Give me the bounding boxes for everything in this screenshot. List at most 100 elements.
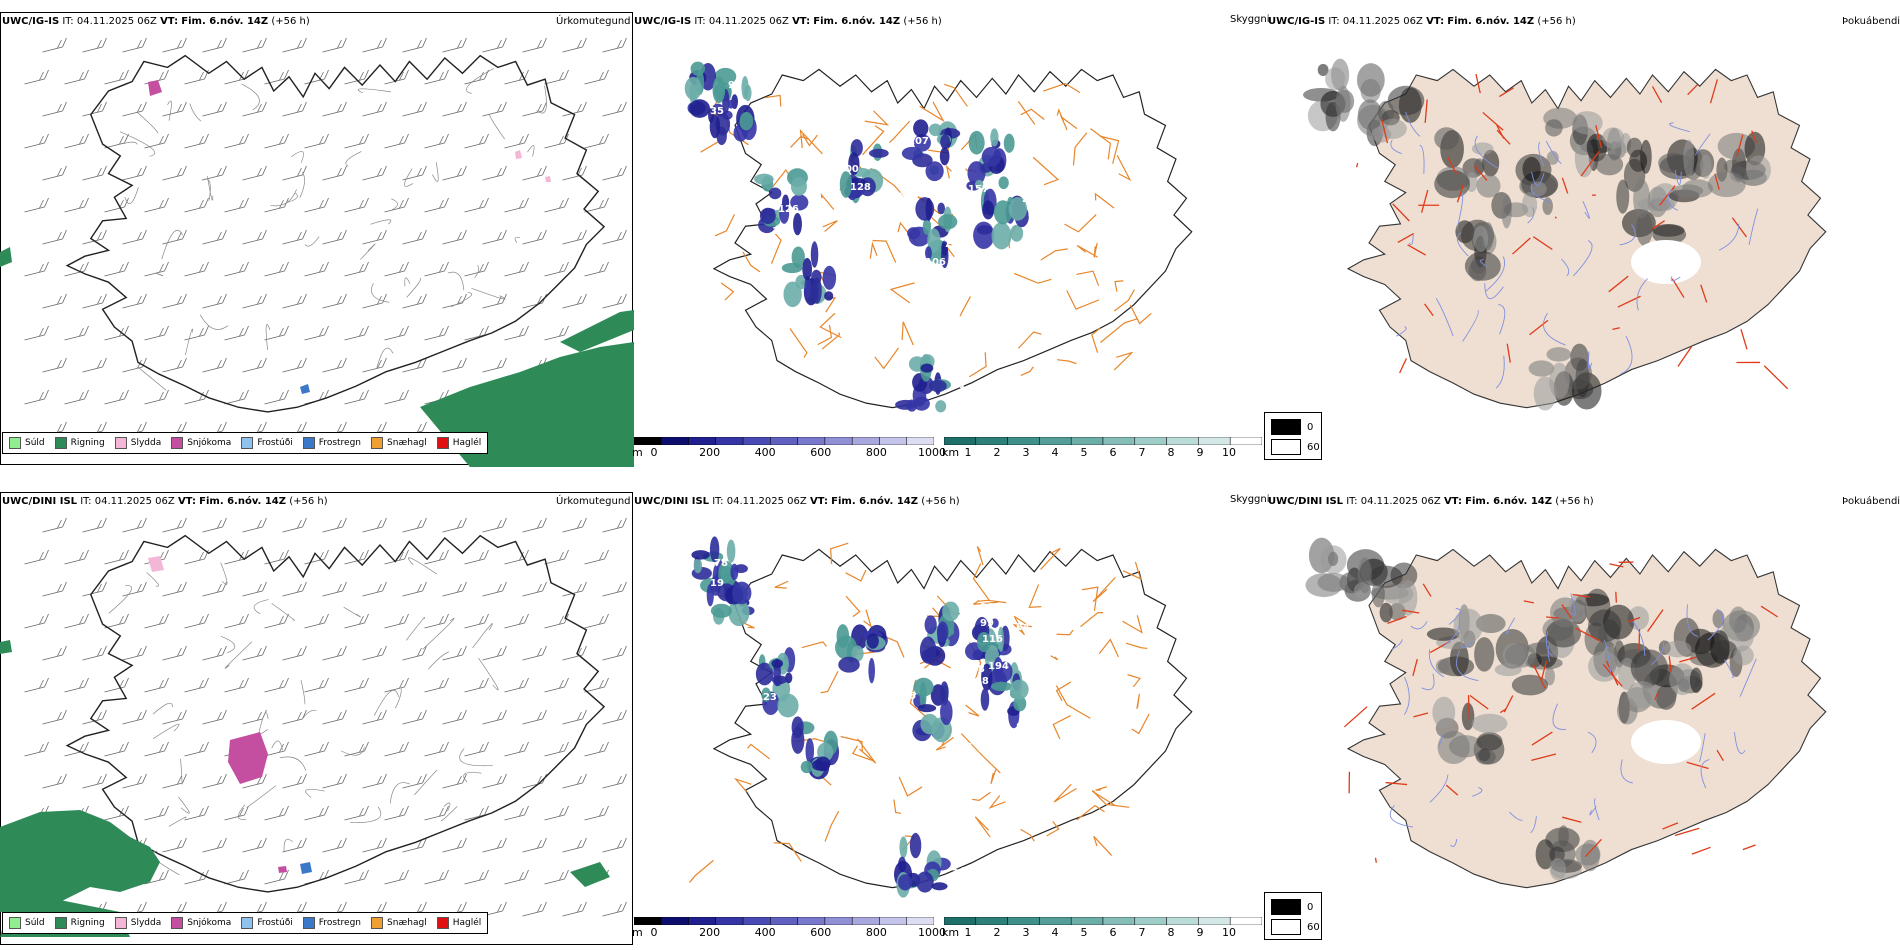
- colorbar-cell: [1198, 917, 1231, 925]
- wind-barb: [562, 837, 587, 853]
- river-segment: [1530, 183, 1553, 204]
- wind-barb: [282, 357, 307, 373]
- road-segment: [820, 670, 839, 694]
- wind-barb: [144, 389, 169, 405]
- road-segment: [1100, 318, 1139, 343]
- road-segment: [1531, 731, 1553, 746]
- wind-barb: [602, 709, 627, 725]
- road-segment: [819, 312, 842, 339]
- wind-barb: [322, 165, 347, 181]
- visibility-blob: [899, 836, 908, 859]
- wind-barb: [384, 869, 409, 885]
- wind-barb: [122, 101, 147, 117]
- snow-patch: [228, 732, 268, 784]
- wind-barb: [344, 677, 369, 693]
- legend-item: Frostúði: [241, 917, 293, 929]
- wind-barb: [282, 101, 307, 117]
- road-segment: [1529, 319, 1549, 336]
- colorbar-cell: [975, 917, 1008, 925]
- rain-area: [0, 640, 610, 937]
- wind-barb: [264, 741, 289, 757]
- iceland-outline: [65, 54, 606, 413]
- legend-swatch: [114, 917, 127, 929]
- road-segment: [864, 110, 890, 126]
- wind-barb: [442, 229, 467, 245]
- road-segment: [869, 241, 878, 259]
- river-segment: [1472, 786, 1483, 797]
- wind-barb: [162, 773, 187, 789]
- wind-barb: [464, 549, 489, 565]
- fog-area: [1377, 100, 1394, 124]
- wind-barb: [24, 133, 49, 149]
- visibility-blob: [802, 257, 813, 281]
- visibility-blob: [928, 123, 942, 137]
- wind-barb: [122, 645, 147, 661]
- visibility-blob: [898, 874, 913, 891]
- visibility-blob: [939, 147, 950, 166]
- legend-swatch: [114, 437, 127, 449]
- wind-barb: [384, 741, 409, 757]
- road-segment: [1092, 577, 1116, 603]
- wind-barb: [122, 517, 147, 533]
- road-segment: [1131, 713, 1150, 735]
- road-segment: [1562, 816, 1582, 823]
- road-segment: [1020, 108, 1045, 120]
- road-segment: [1113, 351, 1133, 371]
- wind-barb: [522, 581, 547, 597]
- visibility-blob: [727, 99, 735, 109]
- fog-area: [1636, 212, 1653, 246]
- colorbar-cell: [634, 437, 662, 445]
- fog-area: [1453, 608, 1483, 643]
- visibility-value: 157: [968, 184, 989, 195]
- internal-line: [123, 141, 138, 145]
- visibility-blob: [925, 161, 944, 182]
- fog-area: [1476, 732, 1503, 751]
- road-segment: [1017, 100, 1036, 125]
- internal-line: [199, 314, 229, 330]
- road-segment: [820, 192, 835, 210]
- road-segment: [1095, 786, 1107, 791]
- fog-area: [1320, 545, 1347, 575]
- road-segment: [959, 296, 971, 317]
- wind-barb: [322, 837, 347, 853]
- wind-barb: [464, 197, 489, 213]
- wind-barb: [504, 261, 529, 277]
- internal-line: [428, 651, 450, 670]
- wind-barb: [322, 709, 347, 725]
- visibility-blob: [924, 615, 937, 635]
- river-segment: [1636, 278, 1648, 311]
- river-segment: [1456, 192, 1464, 230]
- precip-type-map: [0, 12, 634, 467]
- road-segment: [1093, 835, 1113, 856]
- wind-barb: [82, 37, 107, 53]
- river-network: [1389, 593, 1757, 847]
- wind-barb: [424, 869, 449, 885]
- visibility-blob: [997, 661, 1013, 682]
- wind-barb: [362, 773, 387, 789]
- fog-area: [1542, 197, 1553, 216]
- road-segment: [1554, 216, 1557, 219]
- wind-barb: [344, 549, 369, 565]
- colorbar-cell: [797, 917, 826, 925]
- fog-area: [1473, 225, 1489, 252]
- river-segment: [1448, 608, 1461, 625]
- road-segment: [1686, 761, 1709, 770]
- colorbar-cell: [742, 437, 771, 445]
- colorbar-cell: [1198, 437, 1231, 445]
- wind-barb: [42, 773, 67, 789]
- precip-type-panel-row2: UWC/DINI ISL IT: 04.11.2025 06Z VT: Fim.…: [0, 492, 633, 945]
- wind-barb: [122, 165, 147, 181]
- road-segment: [1763, 365, 1789, 390]
- legend-swatch: [171, 917, 184, 929]
- colorbar-cell: [1070, 917, 1104, 925]
- river-segment: [1632, 620, 1646, 656]
- visibility-blob: [805, 738, 815, 764]
- wind-barb: [362, 517, 387, 533]
- visibility-blob: [793, 212, 802, 236]
- legend-item: Rigning: [54, 917, 105, 929]
- wind-barb: [384, 325, 409, 341]
- road-segment: [1736, 134, 1744, 157]
- fog-dark-areas: [1303, 58, 1771, 411]
- river-segment: [1594, 797, 1600, 821]
- wind-barb: [402, 229, 427, 245]
